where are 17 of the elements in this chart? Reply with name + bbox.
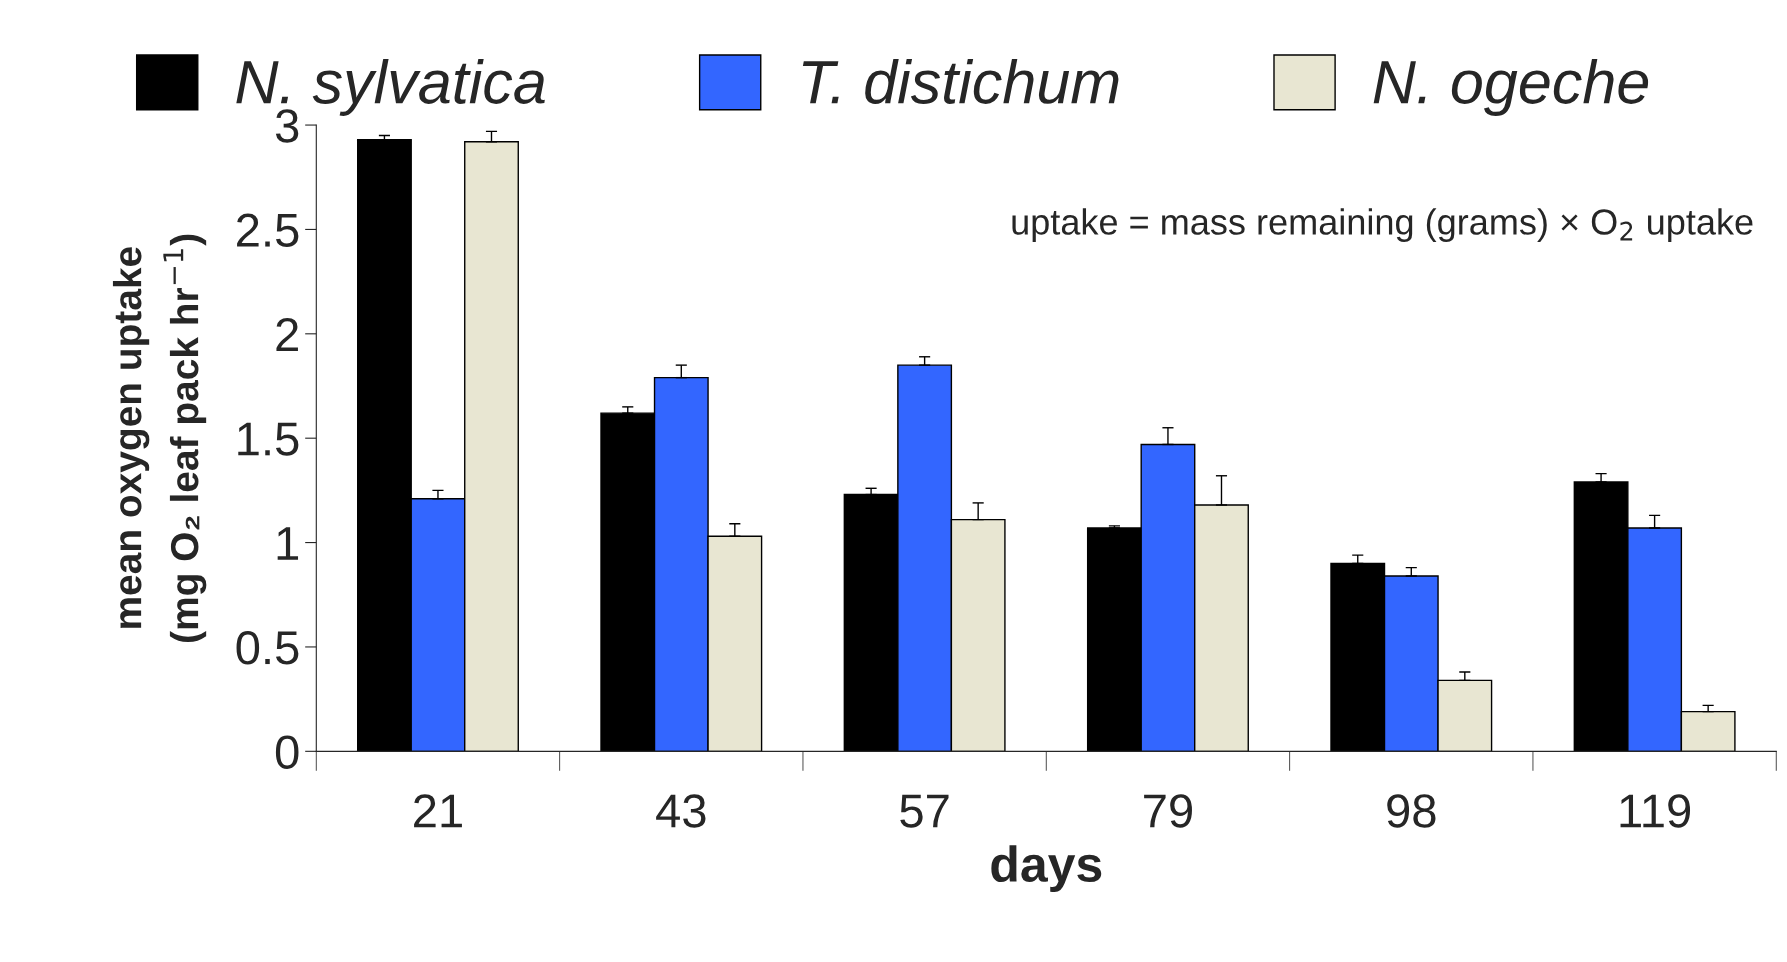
y-tick-label: 1 — [277, 527, 299, 560]
legend-label: N. ogeche — [1373, 58, 1649, 116]
x-tick-label: 79 — [1144, 794, 1192, 828]
y-tick-label: 0.5 — [236, 631, 299, 665]
y-tick-label: 0 — [275, 735, 299, 769]
x-tick-label: 21 — [414, 794, 462, 828]
x-axis-title: days — [991, 845, 1102, 892]
x-tick-label: 119 — [1620, 794, 1691, 828]
x-tick-label: 57 — [900, 794, 949, 828]
y-tick-label: 2 — [276, 317, 298, 351]
y-tick-label: 1.5 — [238, 422, 299, 456]
annotation: uptake = mass remaining (grams) × O$_{2}$ uptake — [1012, 208, 1753, 242]
x-tick-label: 43 — [656, 794, 706, 828]
x-tick-label: 98 — [1387, 794, 1436, 828]
legend-label: T. distichum — [802, 58, 1119, 104]
y-axis-title: mean oxygen uptake (mg O₂ leaf pack hr$^{−1}$) — [112, 234, 207, 642]
y-tick-label: 2.5 — [237, 213, 299, 248]
